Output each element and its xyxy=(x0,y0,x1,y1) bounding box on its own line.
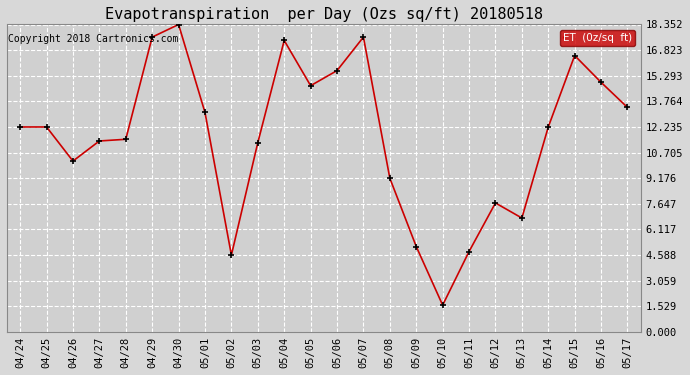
Legend: ET  (0z/sq  ft): ET (0z/sq ft) xyxy=(560,30,635,46)
Title: Evapotranspiration  per Day (Ozs sq/ft) 20180518: Evapotranspiration per Day (Ozs sq/ft) 2… xyxy=(105,7,543,22)
Text: Copyright 2018 Cartronics.com: Copyright 2018 Cartronics.com xyxy=(8,34,178,44)
